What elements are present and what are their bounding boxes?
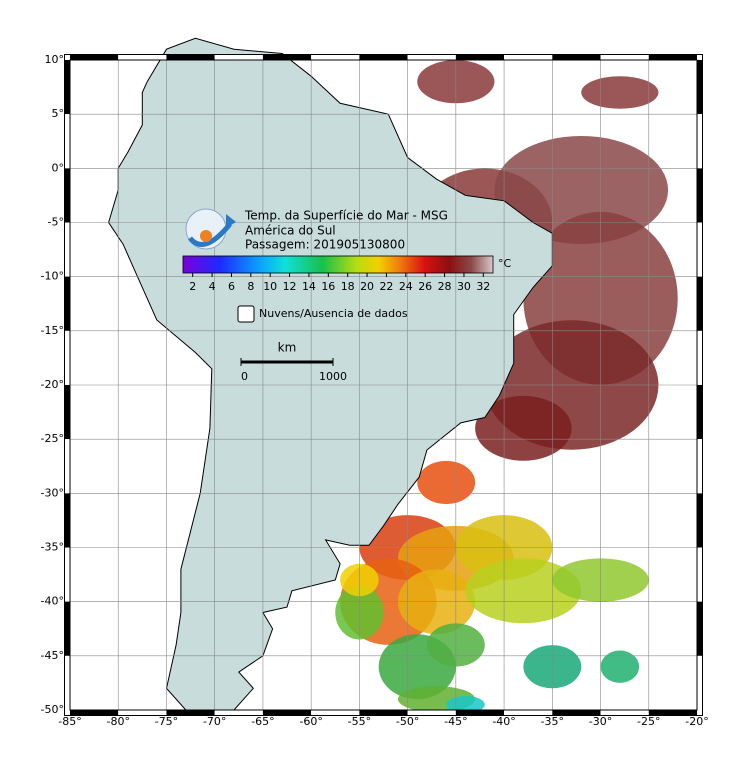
map-area <box>69 37 698 714</box>
lat-tick-label: -30° <box>41 486 64 499</box>
lat-tick-label: -50° <box>41 703 64 716</box>
lon-tick-label: -80° <box>106 715 129 728</box>
colorbar-tick-label: 26 <box>418 280 432 293</box>
colorbar-tick-label: 14 <box>302 280 316 293</box>
lon-tick-label: -75° <box>155 715 178 728</box>
sst-patch <box>581 76 659 109</box>
scale-tick-label: 0 <box>241 370 248 383</box>
lon-tick-label: -45° <box>444 715 467 728</box>
title-line: Temp. da Superfície do Mar - MSG <box>244 209 448 223</box>
lon-tick-label: -25° <box>637 715 660 728</box>
lon-tick-label: -55° <box>348 715 371 728</box>
colorbar-tick-label: 12 <box>283 280 297 293</box>
lat-tick-label: -10° <box>41 270 64 283</box>
lat-tick-label: -40° <box>41 595 64 608</box>
lon-tick-label: -20° <box>685 715 708 728</box>
colorbar-tick-label: 24 <box>399 280 413 293</box>
colorbar-tick-label: 2 <box>189 280 196 293</box>
colorbar-tick-label: 20 <box>360 280 374 293</box>
lon-tick-label: -50° <box>396 715 419 728</box>
scale-label: km <box>278 341 297 355</box>
lon-tick-label: -70° <box>203 715 226 728</box>
logo <box>185 208 236 250</box>
colorbar-tick-label: 28 <box>438 280 452 293</box>
title-line: Passagem: 201905130800 <box>245 238 405 252</box>
lat-tick-label: -25° <box>41 432 64 445</box>
colorbar-tick-label: 16 <box>321 280 335 293</box>
colorbar-unit: °C <box>498 257 512 270</box>
colorbar-tick-label: 10 <box>263 280 277 293</box>
colorbar-tick-label: 6 <box>228 280 235 293</box>
lon-tick-label: -85° <box>58 715 81 728</box>
colorbar-tick-label: 4 <box>209 280 216 293</box>
colorbar-tick-label: 30 <box>457 280 471 293</box>
frame-border <box>69 59 698 711</box>
sst-patch <box>417 460 476 505</box>
lon-tick-label: -65° <box>251 715 274 728</box>
no-data-swatch <box>237 305 255 323</box>
title-line: América do Sul <box>245 224 336 238</box>
scale-tick-label: 1000 <box>319 370 347 383</box>
lat-tick-label: -15° <box>41 324 64 337</box>
lat-tick-label: -5° <box>48 216 64 229</box>
colorbar-tick-label: 22 <box>379 280 393 293</box>
colorbar <box>182 255 494 274</box>
sst-patch <box>475 395 572 461</box>
lat-tick-label: -35° <box>41 541 64 554</box>
colorbar-tick-label: 18 <box>341 280 355 293</box>
sst-patch <box>600 650 640 683</box>
lon-tick-label: -40° <box>492 715 515 728</box>
lon-tick-label: -30° <box>589 715 612 728</box>
lat-tick-label: 0° <box>52 161 65 174</box>
lon-tick-label: -35° <box>541 715 564 728</box>
lat-tick-label: 5° <box>52 107 65 120</box>
colorbar-tick-label: 32 <box>476 280 490 293</box>
lon-tick-label: -60° <box>299 715 322 728</box>
lat-tick-label: 10° <box>45 53 65 66</box>
no-data-label: Nuvens/Ausencia de dados <box>259 307 408 320</box>
frame-border <box>64 54 703 716</box>
lat-tick-label: -20° <box>41 378 64 391</box>
legend: Temp. da Superfície do Mar - MSG América… <box>182 208 512 383</box>
lat-tick-label: -45° <box>41 649 64 662</box>
colorbar-tick-label: 8 <box>247 280 254 293</box>
